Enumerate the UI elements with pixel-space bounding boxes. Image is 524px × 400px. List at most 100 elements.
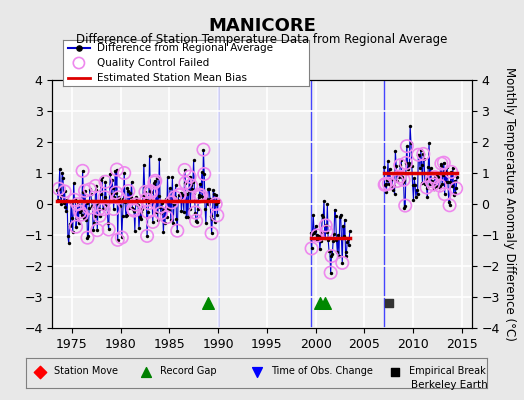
Point [329, 238, 337, 244]
Point [197, 192, 205, 199]
Point [92, 183, 100, 189]
Point [395, 174, 403, 180]
Point [311, 228, 319, 234]
Point [213, 212, 222, 218]
Point [139, 193, 147, 199]
Point [387, 183, 396, 190]
Point [152, 208, 160, 215]
Point [312, 223, 320, 229]
Text: Time of Obs. Change: Time of Obs. Change [270, 366, 373, 376]
Point [193, 219, 201, 225]
Text: Berkeley Earth: Berkeley Earth [411, 380, 487, 390]
Point [101, 194, 109, 200]
Point [422, 176, 430, 182]
Point [181, 180, 190, 186]
Point [440, 160, 448, 166]
Point [129, 206, 137, 212]
Point [448, 182, 456, 189]
Point [71, 196, 80, 202]
Point [398, 174, 406, 180]
Point [151, 178, 159, 184]
Point [66, 221, 74, 227]
Point [162, 196, 170, 202]
Point [195, 192, 203, 198]
Point [343, 239, 352, 246]
Point [101, 194, 109, 200]
Point [147, 189, 156, 196]
Point [314, 234, 322, 240]
Point [119, 196, 128, 202]
Point [54, 197, 62, 204]
Point [118, 213, 127, 219]
Point [158, 208, 167, 214]
Point [166, 185, 174, 192]
Point [322, 228, 331, 235]
Point [78, 212, 86, 218]
Point [115, 195, 124, 202]
Point [204, 186, 213, 192]
Point [386, 176, 395, 183]
Point [74, 220, 83, 226]
Point [146, 188, 155, 194]
Point [195, 192, 203, 198]
Point [167, 199, 176, 206]
Point [101, 179, 110, 185]
Point [187, 182, 195, 189]
Point [184, 188, 193, 194]
Point [60, 200, 68, 206]
Point [322, 228, 331, 235]
Point [78, 212, 86, 218]
Point [185, 173, 194, 180]
Point [399, 179, 407, 186]
Point [113, 166, 121, 173]
Point [159, 229, 168, 236]
Point [315, 246, 324, 252]
Point [307, 229, 315, 236]
Point [418, 162, 426, 168]
Point [405, 162, 413, 169]
Point [449, 164, 457, 171]
Point [69, 180, 78, 186]
Point [113, 166, 121, 173]
Point [440, 160, 448, 166]
Point [76, 209, 84, 215]
Point [432, 170, 441, 176]
Point [81, 188, 89, 194]
Point [146, 188, 155, 194]
Point [408, 162, 416, 169]
Point [171, 194, 179, 200]
Point [442, 179, 451, 185]
Point [173, 228, 181, 234]
Point [213, 212, 222, 218]
Point [145, 153, 154, 159]
Point [197, 192, 205, 199]
Point [435, 182, 444, 189]
Point [385, 180, 393, 187]
Point [100, 206, 108, 212]
Point [73, 216, 81, 222]
Point [83, 234, 92, 241]
Point [208, 230, 216, 236]
Point [136, 214, 144, 220]
Point [117, 234, 126, 241]
Point [123, 212, 131, 218]
Point [431, 174, 439, 180]
Point [337, 235, 346, 241]
Point [390, 191, 399, 198]
Point [85, 205, 93, 211]
Point [130, 207, 138, 214]
Point [103, 202, 111, 208]
Point [59, 175, 67, 182]
Point [382, 188, 390, 195]
Point [308, 245, 316, 252]
Point [95, 212, 104, 219]
Point [338, 260, 346, 266]
Point [121, 199, 129, 205]
Point [434, 174, 442, 180]
Text: Record Gap: Record Gap [160, 366, 216, 376]
Point [330, 231, 338, 237]
Point [399, 177, 408, 183]
Point [60, 188, 69, 195]
Point [101, 179, 110, 185]
Point [176, 191, 184, 198]
